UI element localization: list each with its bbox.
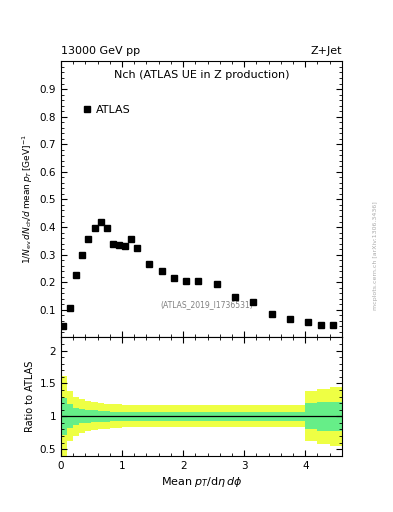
ATLAS <box>74 272 79 279</box>
ATLAS <box>331 322 335 328</box>
ATLAS <box>135 245 140 251</box>
ATLAS <box>98 219 103 225</box>
ATLAS <box>306 319 311 325</box>
Text: (ATLAS_2019_I1736531): (ATLAS_2019_I1736531) <box>161 300 253 309</box>
ATLAS <box>196 278 201 284</box>
ATLAS <box>184 278 189 284</box>
ATLAS <box>105 225 109 231</box>
ATLAS <box>251 298 256 305</box>
Y-axis label: Ratio to ATLAS: Ratio to ATLAS <box>25 361 35 432</box>
Line: ATLAS: ATLAS <box>61 219 336 329</box>
ATLAS <box>117 242 121 248</box>
ATLAS <box>129 237 134 243</box>
X-axis label: Mean $p_T$/d$\eta\,d\phi$: Mean $p_T$/d$\eta\,d\phi$ <box>161 475 242 489</box>
ATLAS <box>318 322 323 328</box>
ATLAS <box>172 275 176 281</box>
ATLAS <box>159 268 164 274</box>
ATLAS <box>86 237 91 243</box>
ATLAS <box>92 225 97 231</box>
Y-axis label: $1/N_{\rm ev}\,dN_{\rm ch}/d\,{\rm mean}\,p_T\,[\rm{GeV}]^{-1}$: $1/N_{\rm ev}\,dN_{\rm ch}/d\,{\rm mean}… <box>21 135 35 264</box>
ATLAS <box>123 243 127 249</box>
Text: 13000 GeV pp: 13000 GeV pp <box>61 46 140 56</box>
Text: Nch (ATLAS UE in Z production): Nch (ATLAS UE in Z production) <box>114 70 289 80</box>
ATLAS <box>110 241 115 247</box>
ATLAS <box>80 251 84 258</box>
ATLAS <box>269 311 274 317</box>
Text: mcplots.cern.ch [arXiv:1306.3436]: mcplots.cern.ch [arXiv:1306.3436] <box>373 202 378 310</box>
Text: Z+Jet: Z+Jet <box>310 46 342 56</box>
ATLAS <box>61 323 66 329</box>
ATLAS <box>68 305 72 311</box>
ATLAS <box>288 316 292 323</box>
ATLAS <box>147 261 152 267</box>
ATLAS <box>214 281 219 287</box>
ATLAS <box>233 294 237 301</box>
Legend: ATLAS: ATLAS <box>78 100 135 119</box>
